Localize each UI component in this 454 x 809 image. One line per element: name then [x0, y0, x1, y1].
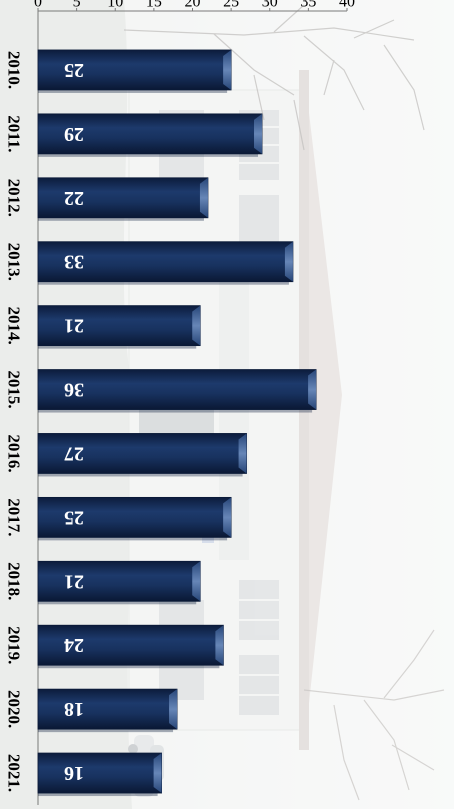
- y-tick-label: 30: [262, 0, 278, 11]
- bar-cap: [238, 433, 247, 474]
- bar-body: [37, 752, 163, 794]
- x-tick-label: 2012.: [5, 179, 24, 217]
- y-tick-label: 20: [185, 0, 201, 11]
- bar-cap: [192, 561, 201, 602]
- x-tick-label: 2021.: [5, 754, 24, 792]
- y-tick-label: 10: [107, 0, 123, 11]
- bar-cap: [169, 689, 178, 730]
- bar-cap: [192, 305, 201, 346]
- y-tick-label: 25: [223, 0, 239, 11]
- bar-value-label: 27: [64, 442, 84, 464]
- bar: 18: [37, 688, 178, 733]
- bar-value-label: 25: [64, 506, 84, 528]
- x-tick-label: 2010.: [5, 51, 24, 89]
- bar-body: [37, 305, 201, 347]
- x-tick-label: 2017.: [5, 498, 24, 536]
- bar-body: [37, 560, 201, 602]
- bar-body: [37, 177, 209, 219]
- y-tick-label: 40: [339, 0, 355, 11]
- bar-value-label: 24: [64, 634, 84, 656]
- x-tick-label: 2016.: [5, 434, 24, 472]
- bar-value-label: 18: [64, 698, 84, 720]
- bar-value-label: 16: [64, 762, 84, 784]
- bar-value-label: 36: [64, 379, 84, 401]
- bar: 16: [37, 752, 163, 797]
- y-tick-label: 0: [34, 0, 42, 11]
- bar: 24: [37, 624, 224, 669]
- bar: 25: [37, 496, 232, 541]
- bar: 22: [37, 177, 209, 221]
- bar: 21: [37, 305, 201, 349]
- bar-cap: [223, 49, 232, 90]
- bar-body: [37, 688, 178, 730]
- bar-cap: [199, 177, 208, 218]
- y-tick-label: 5: [73, 0, 81, 11]
- bar-cap: [153, 753, 162, 794]
- x-tick-label: 2011.: [5, 115, 24, 152]
- x-tick-label: 2020.: [5, 690, 24, 728]
- bar-cap: [254, 113, 263, 154]
- x-tick-label: 2013.: [5, 243, 24, 281]
- x-axis-labels: 2010. 2011. 2012. 2013. 2014. 2015. 2016. 2017.…: [5, 51, 24, 792]
- bar-cap: [284, 241, 293, 282]
- bar-value-label: 29: [64, 123, 84, 145]
- bar: 27: [37, 433, 247, 477]
- y-tick-label: 15: [146, 0, 162, 11]
- bar: 21: [37, 560, 201, 605]
- bars: 25 29 22 33 21 36 27 25 21 24 18 16: [37, 49, 317, 797]
- x-tick-label: 2018.: [5, 562, 24, 600]
- bar: 29: [37, 113, 263, 157]
- bar: 33: [37, 241, 294, 285]
- bar-value-label: 21: [64, 570, 84, 592]
- bar-cap: [223, 497, 232, 538]
- x-tick-label: 2014.: [5, 307, 24, 345]
- bar-value-label: 25: [64, 59, 84, 81]
- bar-cap: [308, 369, 317, 410]
- bar-value-label: 22: [64, 187, 84, 209]
- bar-value-label: 21: [64, 315, 84, 337]
- x-tick-label: 2015.: [5, 370, 24, 408]
- y-tick-label: 35: [300, 0, 316, 11]
- bar-cap: [215, 625, 224, 666]
- bar: 36: [37, 369, 317, 413]
- x-tick-label: 2019.: [5, 626, 24, 664]
- bar-value-label: 33: [64, 251, 84, 273]
- bar: 25: [37, 49, 232, 93]
